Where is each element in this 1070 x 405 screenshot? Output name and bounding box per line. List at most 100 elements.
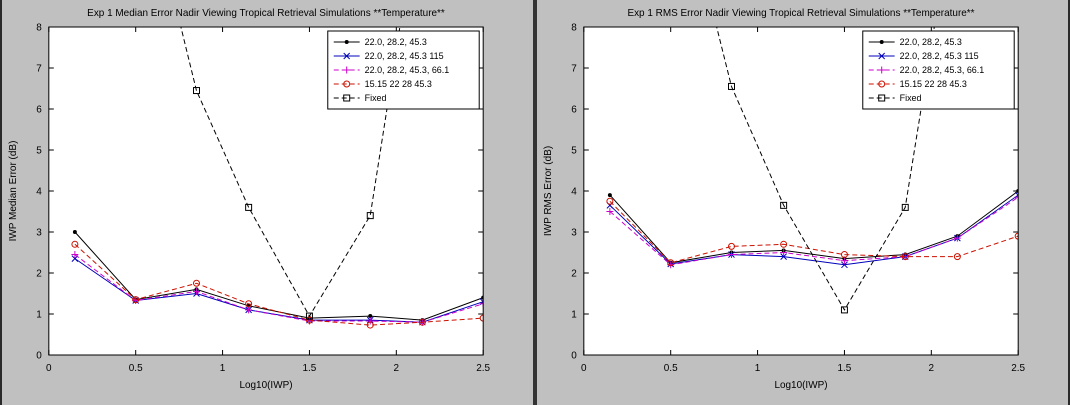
x-axis-label: Log10(IWP) [239,380,292,391]
series-line [609,190,1019,264]
legend-entry: 22.0, 28.2, 45.3 [868,37,962,47]
y-tick-label: 2 [36,268,42,279]
square-marker-icon [728,82,735,90]
x-tick-label: 2 [929,363,935,374]
y-tick-label: 7 [571,63,577,74]
circle-marker-icon [193,279,200,287]
square-marker-icon [901,203,909,211]
circle-marker-icon [343,80,351,88]
legend: 22.0, 28.2, 45.3 22.0, 28.2, 45.3 115 22.0… [862,30,1015,110]
y-tick-label: 4 [571,186,577,197]
square-marker-icon [878,94,886,102]
legend-entry: 22.0, 28.2, 45.3 [333,37,427,47]
y-tick-label: 0 [571,350,577,361]
y-tick-label: 1 [36,309,42,320]
circle-marker-icon [953,253,961,261]
plus-marker-icon [840,257,848,265]
plus-marker-icon [878,66,886,74]
legend: 22.0, 28.2, 45.3 22.0, 28.2, 45.3 115 22.0… [327,30,480,110]
median-error-figure-panel: 0 0.5 1 1.5 2 2.5 0 1 2 3 4 5 6 7 8 Exp 1 Median Error … [2,0,533,405]
circle-marker-icon [418,318,426,326]
plus-marker-icon [728,251,735,259]
series-4 [71,240,484,329]
legend-entry: 15.15 22 28 45.3 [333,79,432,89]
plus-marker-icon [366,317,374,325]
y-tick-label: 8 [571,22,577,33]
circle-marker-icon [479,314,484,322]
y-tick-label: 0 [36,350,42,361]
legend-entry: Fixed [868,93,922,103]
square-marker-icon [343,94,351,102]
y-tick-label: 6 [36,104,42,115]
series-line [74,243,484,326]
point-marker-icon [344,40,349,44]
series-group [606,27,1019,314]
x-tick-label: 1.5 [303,363,317,374]
circle-marker-icon [780,240,788,248]
y-tick-label: 5 [36,145,42,156]
x-tick-label: 0 [46,363,52,374]
x-tick-label: 0 [581,363,587,374]
point-marker-icon [607,193,612,198]
axis-ticks: 0 0.5 1 1.5 2 2.5 0 1 2 3 4 5 6 7 8 [36,22,490,374]
y-tick-label: 1 [571,309,577,320]
point-marker-icon [368,314,373,319]
circle-marker-icon [901,253,909,261]
legend-entry: 22.0, 28.2, 45.3 115 [868,51,979,61]
circle-marker-icon [71,240,79,248]
panel-divider [533,0,537,405]
square-marker-icon [366,212,374,220]
series-line [609,200,1019,264]
x-tick-label: 1.5 [838,363,852,374]
circle-marker-icon [878,80,886,88]
chart-title: Exp 1 Median Error Nadir Viewing Tropica… [87,8,445,19]
y-tick-label: 3 [36,227,42,238]
circle-marker-icon [245,300,253,308]
x-tick-label: 2.5 [1011,363,1025,374]
plus-marker-icon [71,251,79,259]
rms-error-figure-panel: 0 0.5 1 1.5 2 2.5 0 1 2 3 4 5 6 7 8 Exp 1 RMS Error Nad… [537,0,1068,405]
y-tick-label: 2 [571,268,577,279]
y-axis-label: IWP Median Error (dB) [8,141,19,242]
x-axis-label: Log10(IWP) [774,380,827,391]
plus-marker-icon [193,287,200,295]
x-tick-label: 1 [220,363,226,374]
plus-marker-icon [953,234,961,242]
plus-marker-icon [780,249,788,256]
legend-label: 15.15 22 28 45.3 [900,79,967,89]
legend-label: 22.0, 28.2, 45.3, 66.1 [365,65,450,75]
median-error-chart: 0 0.5 1 1.5 2 2.5 0 1 2 3 4 5 6 7 8 Exp 1 Median Error … [8,8,491,391]
legend-label: Fixed [900,93,922,103]
legend-label: 22.0, 28.2, 45.3 115 [900,51,979,61]
legend-entry: 15.15 22 28 45.3 [868,79,967,89]
series-group [71,27,484,329]
chart-title: Exp 1 RMS Error Nadir Viewing Tropical R… [627,8,974,19]
circle-marker-icon [366,321,374,329]
series-5 [180,27,401,320]
legend-label: 22.0, 28.2, 45.3 [365,37,427,47]
legend-entry: 22.0, 28.2, 45.3, 66.1 [333,65,450,75]
plus-marker-icon [606,208,614,215]
circle-marker-icon [606,197,614,205]
plus-marker-icon [479,300,484,308]
plus-marker-icon [343,66,351,74]
point-marker-icon [72,230,77,234]
plus-marker-icon [1014,193,1019,201]
legend-entry: 22.0, 28.2, 45.3, 66.1 [868,65,985,75]
y-tick-label: 6 [571,104,577,115]
legend-label: 22.0, 28.2, 45.3, 66.1 [900,65,985,75]
series-line [74,254,484,323]
x-tick-label: 2.5 [476,363,490,374]
series-line [180,27,401,318]
square-marker-icon [193,87,200,95]
y-tick-label: 4 [36,186,42,197]
legend-label: 22.0, 28.2, 45.3 [900,37,962,47]
y-tick-label: 7 [36,63,42,74]
legend-label: Fixed [365,93,387,103]
x-marker-icon [343,52,351,60]
point-marker-icon [879,40,884,44]
square-marker-icon [305,312,313,320]
y-tick-label: 5 [571,145,577,156]
legend-entry: Fixed [333,93,387,103]
